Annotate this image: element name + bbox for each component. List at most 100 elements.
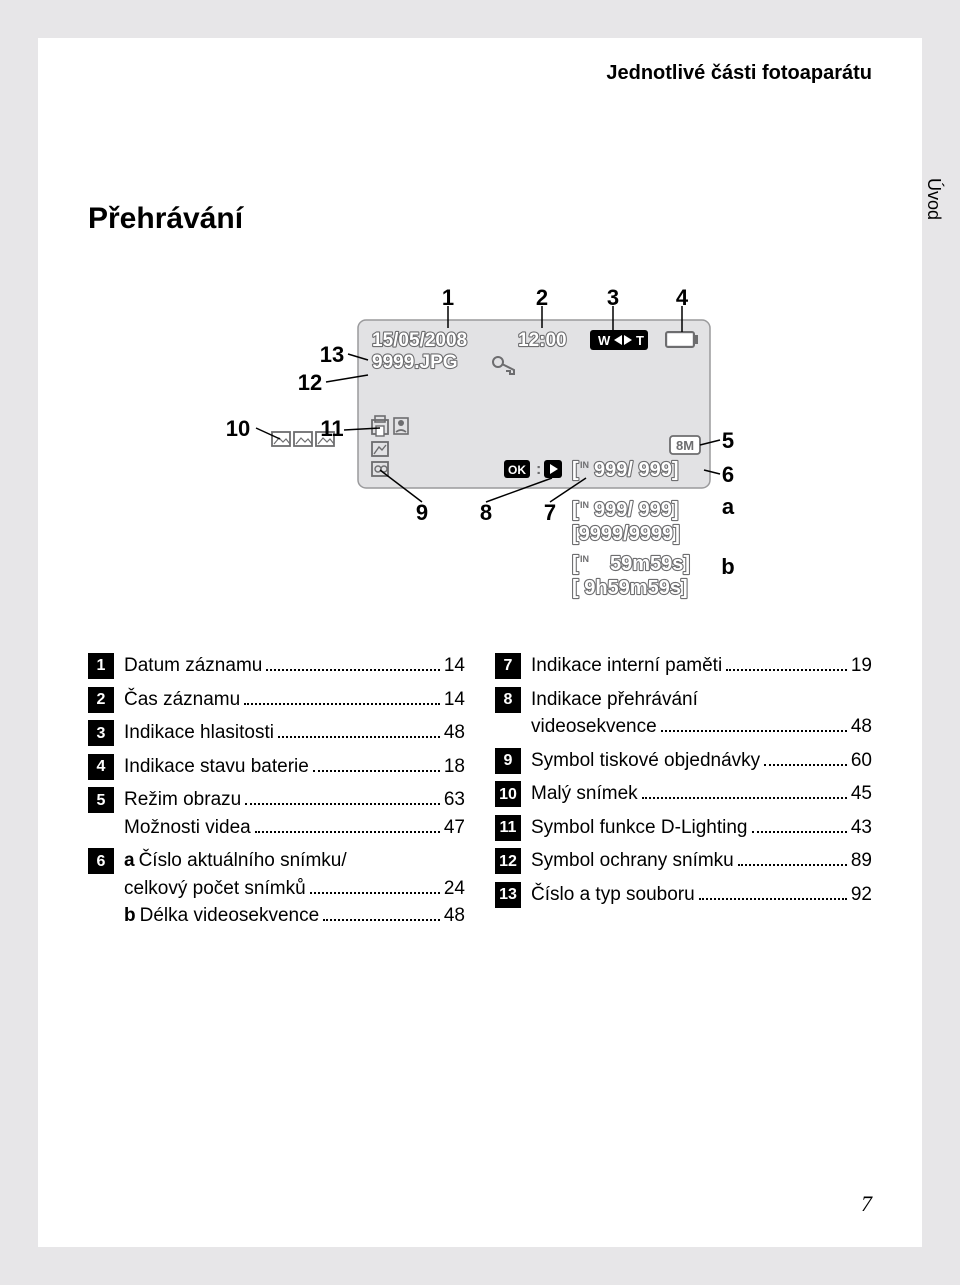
legend-body: Indikace přehrávánívideosekvence48 <box>531 686 872 741</box>
legend-row: 1 Datum záznamu14 <box>88 652 465 680</box>
svg-text::: : <box>536 461 541 478</box>
page-number: 7 <box>861 1191 872 1217</box>
legend-line: Režim obrazu63 <box>124 786 465 814</box>
svg-text:[: [ <box>572 459 579 481</box>
legend-line: Symbol funkce D-Lighting43 <box>531 814 872 842</box>
legend-dots <box>266 654 440 671</box>
legend-dots <box>764 749 847 766</box>
legend-body: Indikace hlasitosti 48 <box>124 719 465 747</box>
legend-text: Režim obrazu <box>124 786 241 814</box>
svg-text:7: 7 <box>544 500 556 525</box>
legend-dots <box>752 816 847 833</box>
legend-page-ref: 14 <box>444 652 465 680</box>
legend: 1 Datum záznamu14 2 Čas záznamu14 3 Indikace … <box>88 652 872 936</box>
legend-page-ref: 24 <box>444 875 465 903</box>
legend-body: Číslo a typ souboru92 <box>531 881 872 909</box>
legend-line: Indikace interní paměti19 <box>531 652 872 680</box>
header-chapter-title: Jednotlivé části fotoaparátu <box>606 62 872 85</box>
legend-number-badge: 6 <box>88 848 114 874</box>
legend-left-column: 1 Datum záznamu14 2 Čas záznamu14 3 Indikace … <box>88 652 465 936</box>
legend-row: 11Symbol funkce D-Lighting43 <box>495 814 872 842</box>
legend-text: Symbol funkce D-Lighting <box>531 814 748 842</box>
legend-body: Symbol funkce D-Lighting43 <box>531 814 872 842</box>
svg-text:12: 12 <box>298 370 322 395</box>
svg-text:10: 10 <box>226 416 250 441</box>
legend-line: celkový počet snímků24 <box>124 875 465 903</box>
legend-right-column: 7Indikace interní paměti19 8 Indikace přeh… <box>495 652 872 936</box>
legend-number-badge: 4 <box>88 754 114 780</box>
legend-dots <box>661 715 847 732</box>
svg-text:IN: IN <box>580 554 589 564</box>
legend-number-badge: 12 <box>495 848 521 874</box>
legend-line: Indikace stavu baterie 18 <box>124 753 465 781</box>
legend-number-badge: 5 <box>88 787 114 813</box>
legend-dots <box>313 755 440 772</box>
side-tab-label: Úvod <box>923 178 944 220</box>
legend-dots <box>310 877 440 894</box>
legend-dots <box>244 687 440 704</box>
legend-sub-prefix: b <box>124 902 136 930</box>
legend-page-ref: 48 <box>851 713 872 741</box>
legend-row: 7Indikace interní paměti19 <box>495 652 872 680</box>
diagram-svg: 15/05/200812:00WT9999.JPG8MOK:[IN999/ 99… <box>180 262 780 612</box>
legend-dots <box>738 849 847 866</box>
svg-text:[: [ <box>572 499 579 521</box>
svg-text:15/05/2008: 15/05/2008 <box>372 330 467 351</box>
legend-row: 6 aČíslo aktuálního snímku/celkový počet … <box>88 847 465 930</box>
svg-text:IN: IN <box>580 460 589 470</box>
legend-row: 9Symbol tiskové objednávky60 <box>495 747 872 775</box>
svg-text:999/ 999]: 999/ 999] <box>594 499 679 521</box>
legend-line: Možnosti videa47 <box>124 814 465 842</box>
legend-dots <box>726 654 847 671</box>
legend-row: 12 Symbol ochrany snímku89 <box>495 847 872 875</box>
svg-text:4: 4 <box>676 285 689 310</box>
legend-page-ref: 18 <box>444 753 465 781</box>
legend-body: Symbol ochrany snímku89 <box>531 847 872 875</box>
legend-number-badge: 1 <box>88 653 114 679</box>
svg-text:T: T <box>636 333 644 348</box>
svg-text:12:00: 12:00 <box>518 330 567 351</box>
legend-body: Malý snímek45 <box>531 780 872 808</box>
legend-number-badge: 3 <box>88 720 114 746</box>
legend-row: 2 Čas záznamu14 <box>88 686 465 714</box>
svg-text:5: 5 <box>722 428 734 453</box>
legend-body: Indikace stavu baterie 18 <box>124 753 465 781</box>
svg-text:999/ 999]: 999/ 999] <box>594 459 679 481</box>
legend-line: aČíslo aktuálního snímku/ <box>124 847 465 875</box>
legend-page-ref: 89 <box>851 847 872 875</box>
legend-text: Indikace přehrávání <box>531 686 698 714</box>
svg-text:6: 6 <box>722 462 734 487</box>
legend-dots <box>245 788 440 805</box>
legend-number-badge: 8 <box>495 687 521 713</box>
legend-dots <box>699 883 847 900</box>
legend-dots <box>323 904 440 921</box>
legend-line: Symbol ochrany snímku89 <box>531 847 872 875</box>
svg-text:[: [ <box>572 553 579 575</box>
legend-page-ref: 48 <box>444 719 465 747</box>
legend-page-ref: 47 <box>444 814 465 842</box>
legend-text: Indikace stavu baterie <box>124 753 309 781</box>
page-background: Jednotlivé části fotoaparátu Úvod Přehrá… <box>0 0 960 1285</box>
svg-text:[9999/9999]: [9999/9999] <box>572 523 680 545</box>
svg-text:2: 2 <box>536 285 548 310</box>
legend-dots <box>642 782 847 799</box>
legend-text: Indikace hlasitosti <box>124 719 274 747</box>
legend-text: Číslo a typ souboru <box>531 881 695 909</box>
legend-number-badge: 13 <box>495 882 521 908</box>
legend-row: 5 Režim obrazu63Možnosti videa47 <box>88 786 465 841</box>
svg-text:W: W <box>598 333 611 348</box>
svg-text:9999.JPG: 9999.JPG <box>372 352 458 373</box>
legend-row: 3 Indikace hlasitosti 48 <box>88 719 465 747</box>
legend-number-badge: 2 <box>88 687 114 713</box>
svg-text:b: b <box>721 554 734 579</box>
svg-text:59m59s]: 59m59s] <box>610 553 690 575</box>
legend-row: 13 Číslo a typ souboru92 <box>495 881 872 909</box>
legend-text: Číslo aktuálního snímku/ <box>139 847 347 875</box>
svg-text:8: 8 <box>480 500 492 525</box>
legend-row: 8 Indikace přehrávánívideosekvence48 <box>495 686 872 741</box>
legend-line: Datum záznamu14 <box>124 652 465 680</box>
legend-body: aČíslo aktuálního snímku/celkový počet s… <box>124 847 465 930</box>
legend-line: Indikace přehrávání <box>531 686 872 714</box>
legend-body: Symbol tiskové objednávky60 <box>531 747 872 775</box>
legend-line: Čas záznamu14 <box>124 686 465 714</box>
